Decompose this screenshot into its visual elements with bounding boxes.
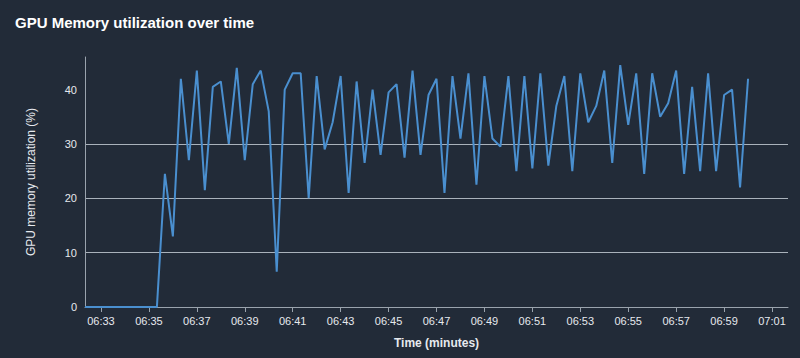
svg-text:0: 0 [71, 301, 77, 313]
svg-text:06:49: 06:49 [471, 315, 499, 327]
svg-text:06:33: 06:33 [87, 315, 115, 327]
svg-text:06:45: 06:45 [375, 315, 403, 327]
svg-text:06:51: 06:51 [519, 315, 547, 327]
svg-text:06:43: 06:43 [327, 315, 355, 327]
svg-text:Time (minutes): Time (minutes) [394, 336, 479, 350]
svg-text:20: 20 [65, 192, 77, 204]
svg-text:06:59: 06:59 [710, 315, 738, 327]
svg-text:06:53: 06:53 [567, 315, 595, 327]
svg-text:10: 10 [65, 247, 77, 259]
svg-text:06:37: 06:37 [183, 315, 211, 327]
svg-text:30: 30 [65, 138, 77, 150]
svg-text:06:47: 06:47 [423, 315, 451, 327]
svg-text:06:55: 06:55 [614, 315, 642, 327]
svg-text:06:57: 06:57 [662, 315, 690, 327]
svg-text:06:35: 06:35 [135, 315, 163, 327]
svg-text:GPU memory utilization (%): GPU memory utilization (%) [24, 108, 38, 256]
svg-text:06:39: 06:39 [231, 315, 259, 327]
svg-text:06:41: 06:41 [279, 315, 307, 327]
svg-text:GPU Memory utilization over ti: GPU Memory utilization over time [15, 14, 254, 31]
svg-text:07:01: 07:01 [758, 315, 786, 327]
svg-text:40: 40 [65, 84, 77, 96]
